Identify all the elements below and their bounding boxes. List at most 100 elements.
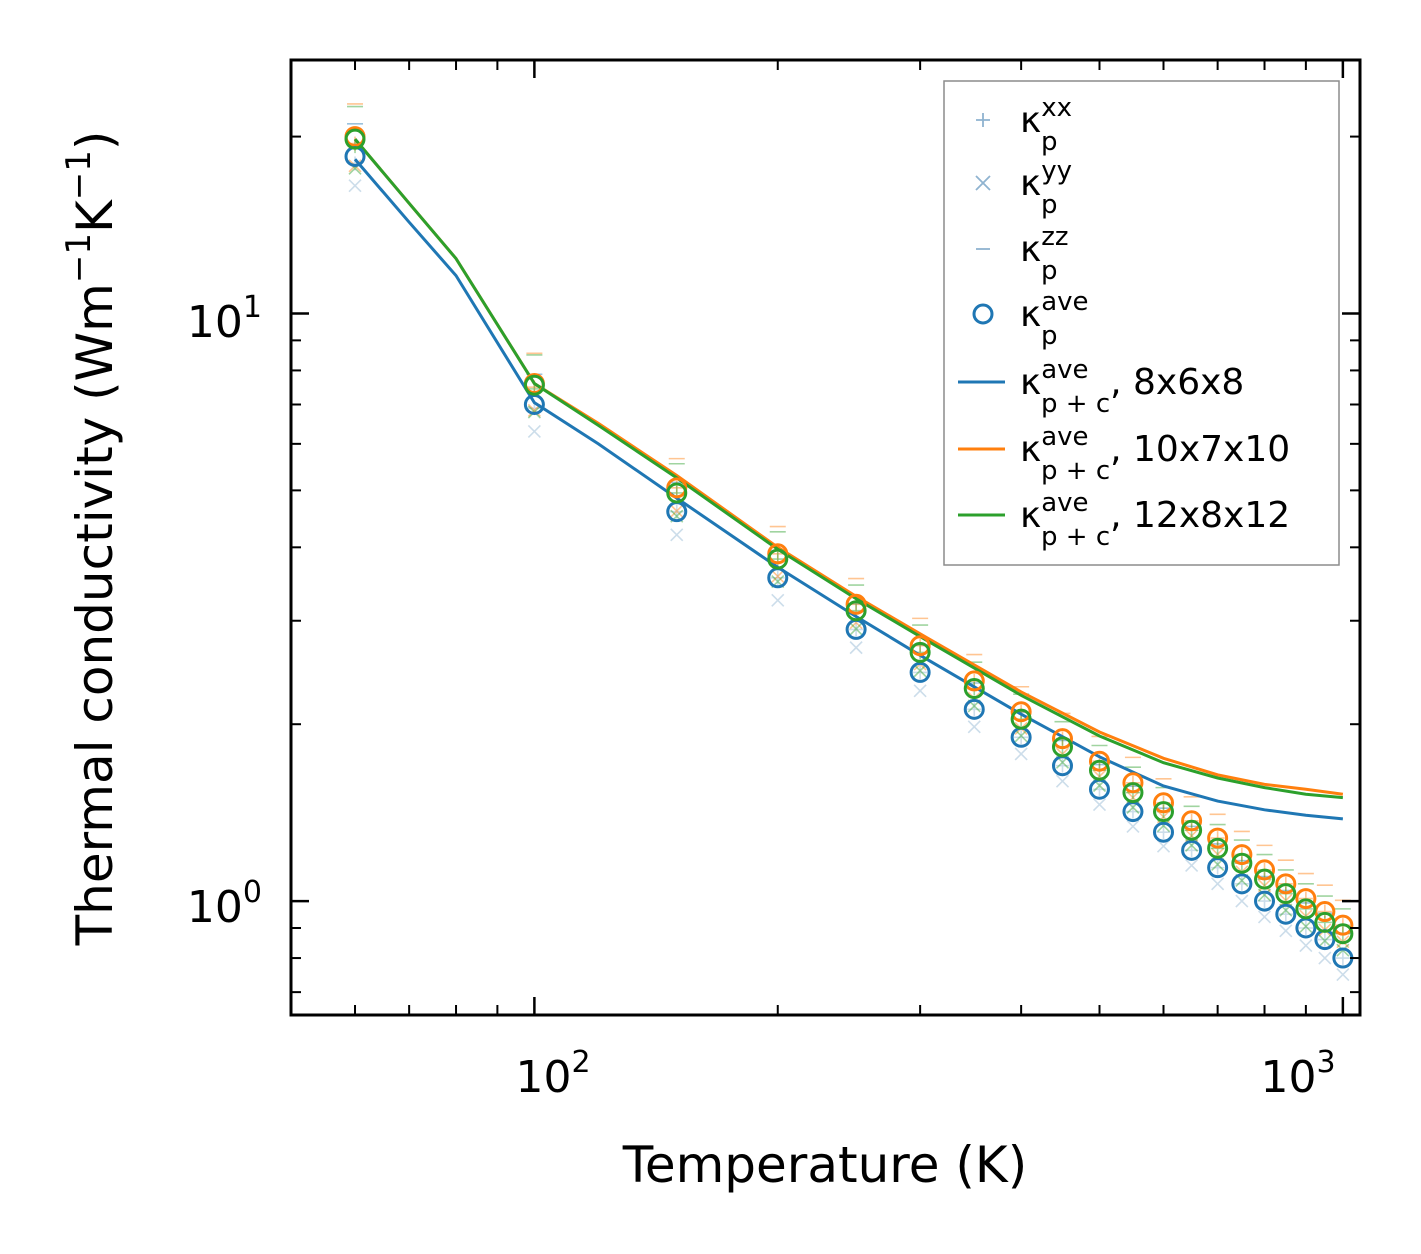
line-kpc-8x6x8 xyxy=(353,158,1344,821)
x-axis-label: Temperature (K) xyxy=(622,1136,1027,1194)
legend-label: κxx p xyxy=(1020,93,1072,157)
marker-kp-ave xyxy=(1088,759,1110,781)
marker-kp-ave xyxy=(1207,837,1229,859)
marker-kp-yy xyxy=(348,179,362,193)
marker-kp-xx xyxy=(849,622,864,637)
marker-kp-ave xyxy=(1254,859,1276,881)
marker-kp-yy xyxy=(1055,774,1070,788)
marker-kp-xx xyxy=(1210,860,1225,875)
marker-kp-xx xyxy=(1092,782,1107,797)
marker-kp-ave xyxy=(1254,868,1276,890)
marker-kp-xx xyxy=(669,504,684,519)
marker-kp-xx xyxy=(1298,920,1313,935)
marker-kp-yy xyxy=(670,504,684,518)
marker-kp-yy xyxy=(913,664,927,678)
legend-xx-marker xyxy=(976,113,990,127)
marker-kp-yy xyxy=(1299,939,1313,953)
marker-kp-yy xyxy=(967,720,981,734)
marker-kp-xx xyxy=(1184,843,1199,858)
marker-kp-ave xyxy=(845,593,867,615)
marker-kp-ave xyxy=(1181,819,1203,841)
marker-kp-ave xyxy=(1010,701,1032,723)
legend-label: κave p + c, 10x7x10 xyxy=(1020,422,1290,486)
y-axis-label: Thermal conductivity (Wm−1K−1) xyxy=(59,131,124,947)
legend-label: κzz p xyxy=(1020,222,1069,286)
marker-kp-ave xyxy=(1153,792,1175,814)
marker-kp-yy xyxy=(913,684,927,698)
marker-kp-ave xyxy=(1010,708,1032,730)
legend-box xyxy=(943,80,1340,566)
x-tick-label-100: 102 xyxy=(515,1045,590,1103)
legend-label: κyy p xyxy=(1020,156,1072,220)
marker-kp-ave xyxy=(767,548,789,570)
marker-kp-yy xyxy=(1318,934,1332,948)
legend-label: κave p xyxy=(1020,287,1089,351)
marker-kp-ave xyxy=(963,670,985,692)
marker-kp-yy xyxy=(1092,797,1107,812)
marker-kp-ave xyxy=(1051,728,1073,750)
marker-kp-yy xyxy=(1257,879,1272,893)
marker-kp-ave xyxy=(1295,888,1317,910)
marker-kp-xx xyxy=(1335,951,1350,966)
marker-kp-ave xyxy=(1153,821,1175,843)
marker-kp-ave xyxy=(1275,883,1297,905)
marker-kp-ave xyxy=(963,678,985,700)
y-tick-label-10: 101 xyxy=(187,290,262,348)
marker-kp-yy xyxy=(1185,858,1199,873)
marker-kp-yy xyxy=(527,424,541,438)
marker-kp-xx xyxy=(1014,730,1029,745)
marker-kp-ave xyxy=(909,635,931,657)
series-layer xyxy=(344,103,1354,982)
marker-kp-yy xyxy=(1257,910,1272,924)
marker-kp-yy xyxy=(771,569,785,583)
marker-kp-ave xyxy=(1332,923,1354,945)
marker-kp-yy xyxy=(849,641,863,655)
marker-kp-xx xyxy=(1317,915,1332,930)
tick-labels: 102 103 100 101 xyxy=(187,290,1336,1103)
marker-kp-yy xyxy=(849,622,863,636)
marker-kp-ave xyxy=(1231,844,1253,866)
marker-kp-ave xyxy=(1153,801,1175,823)
marker-kp-ave xyxy=(666,482,688,504)
marker-kp-yy xyxy=(1126,819,1140,833)
marker-kp-xx xyxy=(1234,876,1249,891)
marker-kp-xx xyxy=(913,665,928,680)
plot-frame xyxy=(289,58,1362,1017)
marker-kp-ave xyxy=(1122,782,1144,804)
legend-label: κave p + c, 12x8x12 xyxy=(1020,488,1290,552)
marker-kp-ave xyxy=(909,661,931,683)
legend-ave-marker xyxy=(972,303,994,325)
marker-kp-xx xyxy=(1257,894,1272,909)
marker-kp-ave xyxy=(845,600,867,622)
marker-kp-ave xyxy=(1122,772,1144,794)
legend-label: κave p + c, 8x6x8 xyxy=(1020,355,1244,419)
marker-kp-ave xyxy=(344,128,366,150)
marker-kp-yy xyxy=(1156,839,1171,853)
marker-kp-xx xyxy=(1156,825,1171,840)
marker-kp-ave xyxy=(1181,839,1203,861)
axis-ticks xyxy=(291,60,1360,1015)
marker-kp-ave xyxy=(1181,810,1203,832)
marker-kp-ave xyxy=(909,641,931,663)
marker-kp-yy xyxy=(1279,924,1293,938)
marker-kp-ave xyxy=(1275,873,1297,895)
marker-kp-yy xyxy=(1336,967,1350,982)
marker-kp-xx xyxy=(1055,758,1070,773)
marker-kp-ave xyxy=(963,698,985,720)
marker-kp-ave xyxy=(1254,890,1276,912)
marker-kp-xx xyxy=(1125,804,1140,819)
marker-kp-ave xyxy=(1207,827,1229,849)
marker-kp-ave xyxy=(1275,903,1297,925)
marker-kp-yy xyxy=(1014,747,1028,761)
marker-kp-yy xyxy=(1211,877,1225,891)
marker-kp-yy xyxy=(670,528,684,542)
marker-kp-yy xyxy=(1318,951,1332,965)
marker-kp-yy xyxy=(1014,729,1028,743)
marker-kp-ave xyxy=(523,374,545,396)
legend-yy-marker xyxy=(975,175,991,191)
marker-kp-xx xyxy=(1278,907,1293,922)
marker-kp-yy xyxy=(771,593,785,607)
marker-kp-ave xyxy=(1231,852,1253,874)
